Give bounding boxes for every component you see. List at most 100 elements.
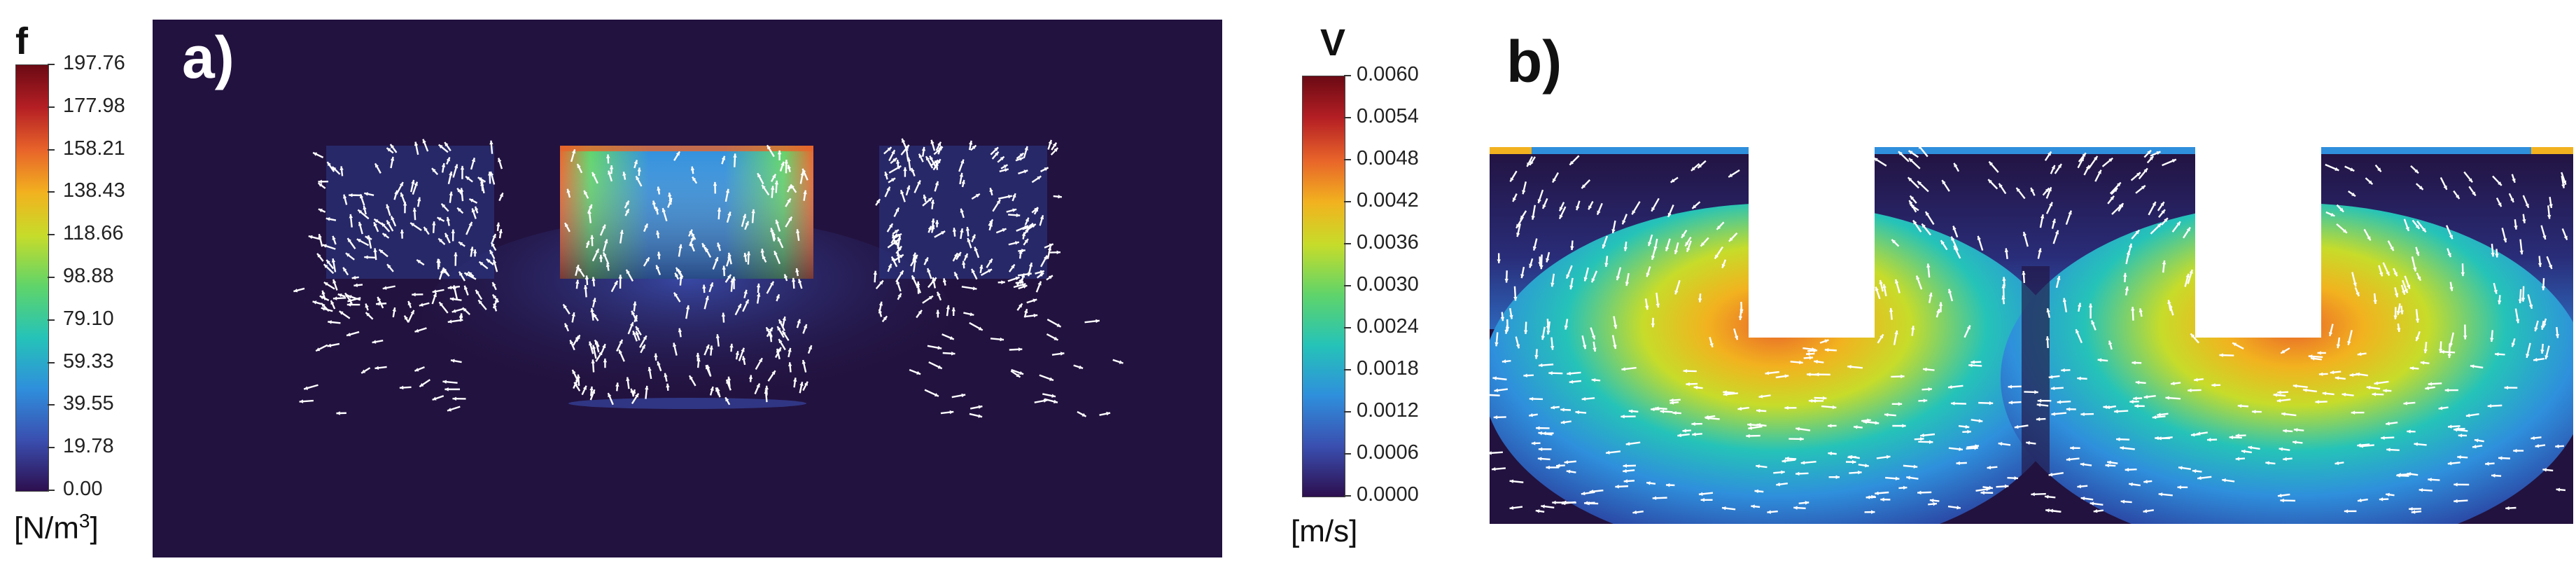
panel-a-arrow-head (316, 347, 321, 352)
panel-b-arrow-head (1716, 226, 1721, 230)
panel-a-arrow-head (637, 167, 641, 172)
panel-b-arrow-head (1621, 367, 1626, 371)
panel-a-arrow-head (937, 159, 941, 164)
panel-a-arrow-head (582, 385, 587, 390)
panel-a-arrow-head (608, 170, 612, 175)
panel-b-arrow-head (1674, 290, 1679, 295)
panel-b-arrow-head (2047, 187, 2052, 192)
panel-a-arrow-head (927, 268, 931, 273)
panel-b-arrow-head (2001, 295, 2005, 300)
panel-b-arrow-head (2449, 235, 2453, 240)
panel-a-arrow-head (475, 289, 479, 294)
panel-a-arrow-head (672, 342, 677, 347)
panel-b-arrow-head (2417, 276, 2421, 281)
panel-a-arrow-head (459, 188, 464, 193)
panel-a-arrow-head (748, 375, 753, 380)
panel-a-arrow-head (778, 339, 783, 344)
panel-a-arrow-head (412, 207, 417, 212)
panel-b-arrow-head (1504, 279, 1508, 283)
panel-a-arrow-head (780, 161, 785, 166)
panel-b-arrow-head (2110, 195, 2115, 200)
colorbar-velocity-tickmark (1344, 411, 1351, 413)
panel-b-arrow-head (2357, 352, 2362, 356)
panel-b-arrow-head (2116, 437, 2120, 442)
panel-b-arrow-head (2106, 405, 2110, 410)
panel-b-arrow-head (1493, 415, 1498, 420)
panel-a-arrow-head (1028, 262, 1033, 267)
panel-a-arrow-head (379, 249, 384, 254)
panel-b-arrow-head (2078, 303, 2082, 307)
panel-a-arrow-head (972, 286, 977, 291)
panel-a-arrow-head (340, 166, 344, 171)
panel-b-arrow-head (1523, 373, 1527, 377)
panel-b-arrow-head (1556, 464, 1560, 468)
panel-b-arrow-head (1509, 506, 1514, 510)
panel-a-arrow-head (1043, 255, 1047, 260)
panel-b-arrow-head (2235, 434, 2240, 438)
panel-a-arrow-head (347, 298, 352, 303)
panel-a-arrow-head (1049, 377, 1054, 381)
panel-b-top-boundary (1490, 147, 2573, 154)
panel-b-arrow-head (2556, 487, 2561, 492)
panel-a-center-top-edge (560, 146, 813, 151)
panel-a-arrow-head (576, 374, 581, 379)
panel-b-arrow-head (1926, 263, 1931, 268)
panel-b-arrow-head (2413, 267, 2417, 272)
panel-b-arrow-head (1672, 410, 1676, 415)
panel-b-arrow-head (2036, 403, 2041, 407)
panel-a-arrow-head (454, 164, 458, 169)
panel-b-arrow-head (2443, 185, 2447, 190)
panel-a-arrow-head (725, 188, 730, 193)
panel-a-arrow-head (1025, 217, 1029, 222)
colorbar-force-gradient (15, 64, 49, 492)
colorbar-velocity-tickmark (1344, 243, 1351, 244)
panel-a-arrow-head (441, 203, 446, 208)
panel-a-arrow-head (634, 314, 638, 319)
panel-a-arrow-head (440, 269, 444, 274)
panel-b-arrow-head (1998, 442, 2003, 446)
panel-b-arrow-head (1552, 500, 1556, 505)
panel-b-arrow-head (2237, 403, 2242, 408)
panel-b-arrow-head (2396, 473, 2400, 478)
panel-b-arrow-head (1653, 246, 1658, 251)
panel-a-arrow-head (365, 236, 370, 240)
panel-a-arrow-head (657, 186, 661, 191)
panel-b-arrow-head (2048, 472, 2053, 477)
panel-b-arrow-head (2498, 202, 2502, 207)
panel-a-arrow-head (741, 347, 745, 352)
panel-b-arrow-head (2541, 286, 2546, 291)
panel-a-arrow-head (918, 153, 923, 158)
panel-b-arrow-head (1502, 359, 1506, 363)
panel-a-arrow-head (365, 303, 369, 308)
panel-a-arrow-head (715, 334, 720, 338)
panel-b-arrow-head (1529, 413, 1533, 417)
panel-b-arrow-head (2447, 461, 2452, 466)
panel-b-arrow-head (2097, 358, 2102, 362)
panel-a-arrow-head (1082, 413, 1086, 417)
panel-b-arrow-head (2132, 361, 2136, 365)
panel-a-arrow-head (951, 307, 955, 312)
panel-b-arrow-head (2328, 332, 2333, 336)
panel-b-arrow-head (1581, 184, 1586, 188)
panel-a-arrow-head (432, 396, 437, 401)
panel-a-arrow-head (788, 184, 792, 189)
panel-b-arrow-head (2211, 383, 2216, 387)
panel-a-arrow-head (631, 389, 636, 394)
panel-b-arrow-head (2465, 413, 2470, 417)
panel-a-plot (293, 138, 1124, 426)
panel-a-arrow-head (447, 319, 452, 324)
panel-a-arrow-head (1024, 239, 1028, 243)
colorbar-force-unit: [N/m3] (14, 510, 99, 546)
panel-b-arrow-head (1828, 424, 1832, 428)
colorbar-velocity-tick-label: 0.0030 (1357, 273, 1419, 296)
panel-b-arrow-head (1784, 374, 1789, 378)
panel-a-arrow-head (489, 140, 493, 145)
panel-a-arrow-head (444, 233, 449, 237)
panel-b-arrow-head (1942, 180, 1946, 185)
panel-a-arrow-head (452, 396, 456, 401)
panel-b-arrow-head (2544, 355, 2549, 359)
panel-a-arrow-head (373, 248, 377, 253)
panel-a-arrow-head (374, 219, 379, 223)
panel-b-arrow-head (2350, 167, 2355, 172)
panel-a-arrow-head (690, 166, 695, 171)
